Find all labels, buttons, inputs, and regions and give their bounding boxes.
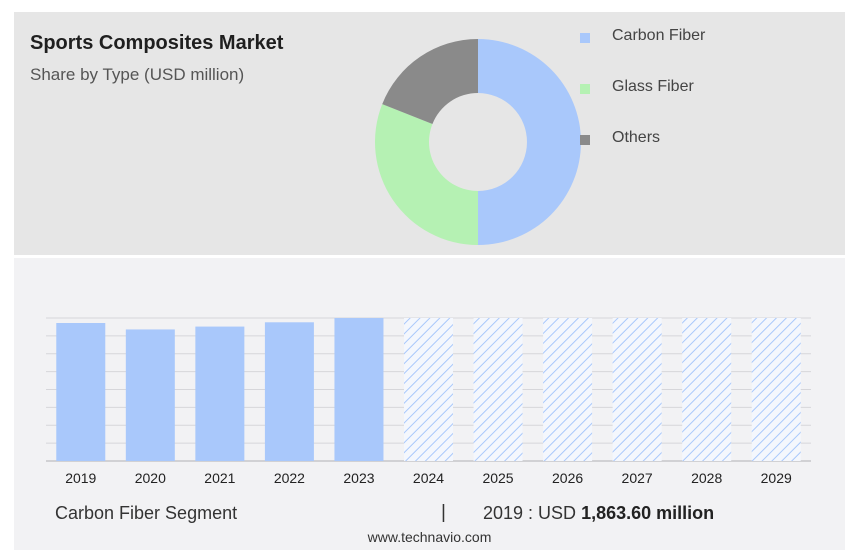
bar-chart: 2019 2020 2021 2022 2023 2024 2025 2026 2027 2028… xyxy=(46,317,811,486)
footer-segment-label: Carbon Fiber Segment xyxy=(55,503,238,523)
donut-chart xyxy=(375,39,581,246)
footer-separator: | xyxy=(441,502,446,523)
x-tick-label: 2024 xyxy=(413,470,444,486)
x-tick-label: 2026 xyxy=(552,470,583,486)
bar-2020 xyxy=(125,329,175,461)
bar-2019 xyxy=(56,323,106,461)
footer-value: 2019 : USD 1,863.60 million xyxy=(483,503,714,524)
forecast-bar-2028 xyxy=(682,318,732,461)
legend-label: Glass Fiber xyxy=(612,78,694,95)
x-tick-label: 2022 xyxy=(274,470,305,486)
donut-slice-others xyxy=(382,39,478,124)
chart-title: Sports Composites Market xyxy=(30,32,284,54)
forecast-bar-2025 xyxy=(473,318,523,461)
source-link[interactable]: www.technavio.com xyxy=(367,529,492,545)
footer-value-amount: 1,863.60 million xyxy=(581,503,715,523)
x-tick-label: 2023 xyxy=(343,470,374,486)
donut-slice-carbon-fiber xyxy=(478,39,581,245)
legend-swatch-glass-fiber xyxy=(580,84,590,94)
legend-swatch-carbon-fiber xyxy=(580,33,590,43)
chart-subtitle: Share by Type (USD million) xyxy=(30,65,245,84)
donut-slice-glass-fiber xyxy=(375,104,478,246)
x-tick-label: 2025 xyxy=(482,470,513,486)
bar-2022 xyxy=(264,322,314,461)
legend-label: Carbon Fiber xyxy=(612,27,706,44)
x-tick-label: 2020 xyxy=(135,470,166,486)
bar-2023 xyxy=(334,318,384,461)
forecast-bar-2029 xyxy=(751,318,801,461)
legend-label: Others xyxy=(612,129,661,146)
forecast-bar-2024 xyxy=(404,318,453,461)
bar-2021 xyxy=(195,326,245,461)
forecast-bar-2026 xyxy=(543,318,593,461)
x-tick-label: 2027 xyxy=(622,470,653,486)
legend-swatch-others xyxy=(580,135,590,145)
forecast-bar-2027 xyxy=(612,318,662,461)
x-tick-label: 2029 xyxy=(761,470,792,486)
x-tick-label: 2021 xyxy=(204,470,235,486)
footer-value-prefix: 2019 : USD xyxy=(483,503,577,523)
x-tick-label: 2019 xyxy=(65,470,96,486)
x-tick-label: 2028 xyxy=(691,470,722,486)
